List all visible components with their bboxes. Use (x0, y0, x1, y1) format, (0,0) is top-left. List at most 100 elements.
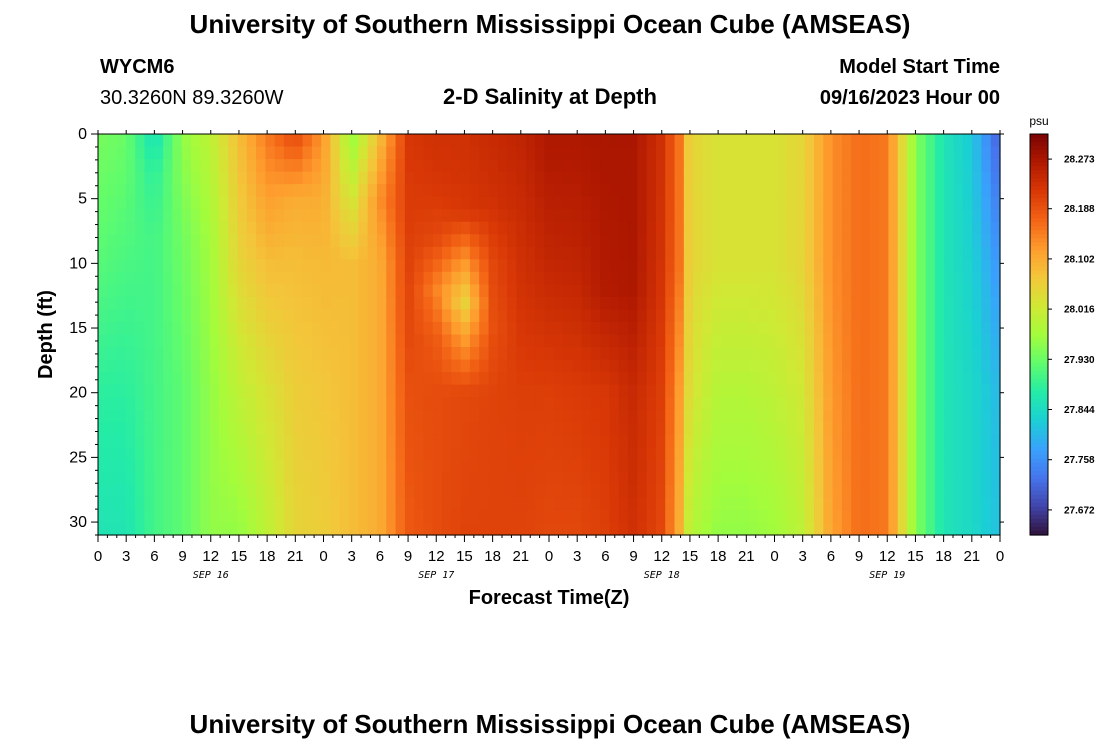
heatmap-cell (293, 284, 304, 298)
heatmap-cell (572, 171, 583, 185)
heatmap-cell (823, 484, 834, 499)
heatmap-cell (925, 196, 936, 210)
heatmap-cell (655, 146, 666, 160)
heatmap-cell (851, 359, 862, 373)
heatmap-cell (144, 422, 155, 436)
heatmap-cell (693, 271, 704, 285)
heatmap-cell (507, 409, 518, 423)
heatmap-cell (804, 321, 815, 336)
heatmap-cell (776, 259, 787, 273)
heatmap-cell (860, 296, 871, 311)
heatmap-cell (562, 234, 573, 248)
heatmap-cell (600, 284, 611, 298)
heatmap-cell (311, 397, 322, 411)
heatmap-cell (321, 484, 332, 499)
heatmap-cell (581, 246, 592, 260)
heatmap-cell (497, 284, 508, 298)
heatmap-cell (711, 372, 722, 386)
heatmap-cell (618, 384, 629, 398)
heatmap-cell (451, 422, 462, 436)
colorbar-band (1030, 522, 1048, 528)
heatmap-cell (525, 472, 536, 486)
heatmap-cell (730, 522, 741, 536)
heatmap-cell (981, 459, 992, 473)
heatmap-cell (646, 221, 657, 235)
heatmap-cell (944, 347, 955, 361)
heatmap-cell (972, 422, 982, 436)
heatmap-cell (507, 296, 518, 311)
heatmap-cell (693, 184, 704, 198)
heatmap-cell (962, 384, 973, 398)
x-tick-label: 3 (799, 548, 807, 565)
heatmap-cell (758, 497, 769, 511)
x-tick-label: 6 (827, 548, 835, 565)
heatmap-cell (516, 497, 527, 511)
colorbar-band (1030, 350, 1048, 356)
heatmap-cell (916, 459, 927, 473)
heatmap-cell (423, 284, 434, 298)
heatmap-cell (748, 447, 759, 461)
heatmap-cell (748, 459, 759, 473)
heatmap-cell (395, 497, 406, 511)
heatmap-cell (488, 259, 499, 273)
heatmap-cell (358, 497, 369, 511)
heatmap-cell (953, 447, 964, 461)
colorbar-band (1030, 514, 1048, 520)
heatmap-cell (721, 422, 731, 436)
heatmap-cell (851, 246, 862, 260)
heatmap-cell (163, 134, 173, 148)
heatmap-cell (116, 347, 127, 361)
heatmap-cell (228, 271, 239, 285)
heatmap-cell (730, 221, 741, 235)
heatmap-cell (665, 146, 676, 160)
heatmap-cell (962, 472, 973, 486)
heatmap-cell (246, 409, 257, 423)
heatmap-cell (516, 184, 527, 198)
heatmap-cell (153, 221, 164, 235)
heatmap-cell (135, 246, 146, 260)
heatmap-cell (702, 146, 713, 160)
heatmap-cell (218, 146, 229, 160)
colorbar-band (1030, 362, 1048, 368)
heatmap-cell (107, 434, 118, 448)
heatmap-cell (376, 259, 387, 273)
heatmap-cell (814, 434, 824, 448)
heatmap-cell (851, 209, 862, 223)
heatmap-cell (274, 146, 285, 160)
heatmap-cell (311, 221, 322, 235)
heatmap-cell (144, 497, 155, 511)
heatmap-cell (339, 146, 350, 160)
heatmap-cell (786, 271, 797, 285)
heatmap-cell (590, 271, 601, 285)
heatmap-cell (190, 284, 201, 298)
heatmap-cell (721, 372, 731, 386)
heatmap-cell (181, 284, 192, 298)
heatmap-cell (851, 134, 862, 148)
heatmap-cell (218, 309, 229, 323)
heatmap-cell (916, 259, 927, 273)
heatmap-cell (609, 296, 620, 311)
heatmap-cell (553, 497, 564, 511)
heatmap-cell (655, 271, 666, 285)
heatmap-cell (758, 347, 769, 361)
heatmap-cell (218, 209, 229, 223)
heatmap-cell (851, 171, 862, 185)
heatmap-cell (98, 171, 108, 185)
heatmap-cell (637, 497, 648, 511)
heatmap-cell (646, 184, 657, 198)
heatmap-cell (209, 296, 220, 311)
heatmap-cell (888, 409, 899, 423)
heatmap-cell (283, 221, 294, 235)
colorbar-tick-label: 28.016 (1064, 305, 1095, 316)
heatmap-cell (497, 459, 508, 473)
heatmap-cell (730, 309, 741, 323)
heatmap-cell (683, 296, 694, 311)
heatmap-cell (823, 447, 834, 461)
heatmap-cell (590, 359, 601, 373)
heatmap-cell (869, 347, 880, 361)
heatmap-cell (479, 284, 490, 298)
heatmap-cell (274, 522, 285, 536)
heatmap-cell (228, 434, 239, 448)
heatmap-cell (907, 146, 917, 160)
heatmap-cell (609, 397, 620, 411)
